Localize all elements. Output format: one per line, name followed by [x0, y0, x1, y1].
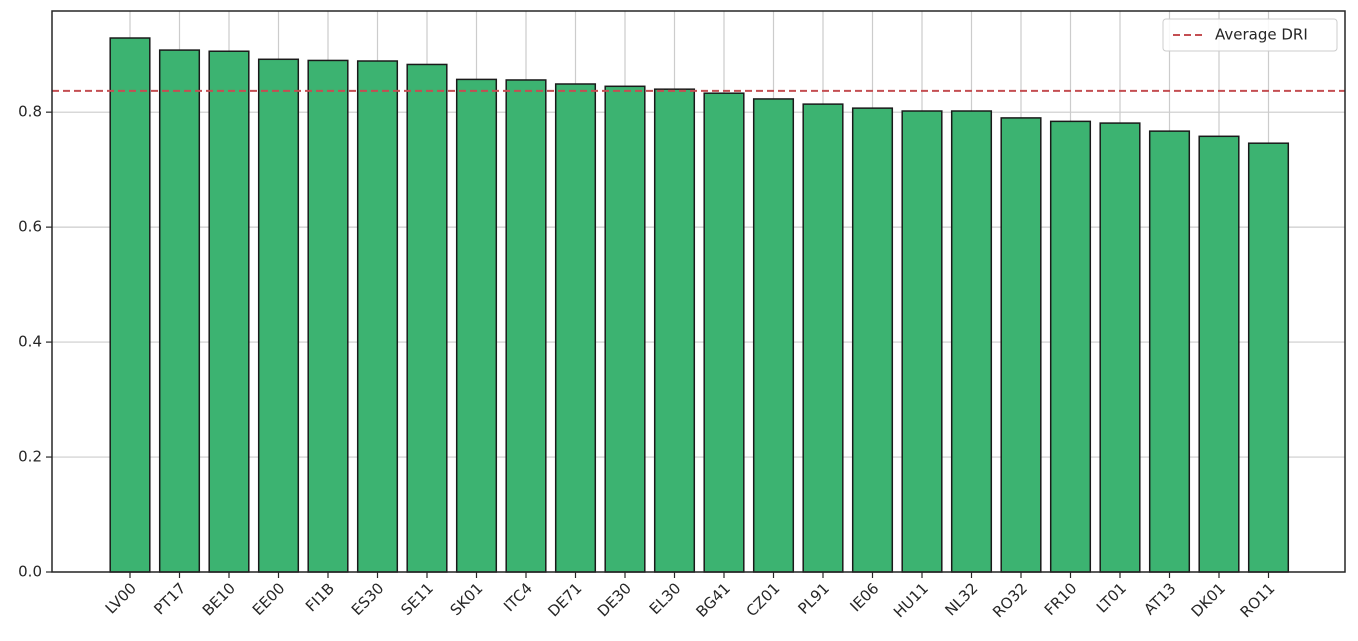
bar	[604, 85, 646, 573]
bar	[851, 107, 894, 573]
bar	[307, 59, 349, 573]
x-tick-label: LV00	[102, 579, 140, 617]
x-tick-label: AT13	[1140, 579, 1179, 618]
bar	[1148, 130, 1191, 573]
x-tick-label: EL30	[646, 579, 685, 618]
bar	[1049, 120, 1092, 573]
bar	[554, 83, 597, 573]
bar	[653, 88, 696, 573]
bar	[1000, 117, 1042, 573]
bar	[257, 58, 300, 573]
x-tick-label: BE10	[199, 579, 239, 619]
x-tick-label: PL91	[794, 579, 833, 618]
x-tick-label: RO32	[989, 579, 1031, 621]
x-tick-label: PT17	[150, 579, 189, 618]
x-tick-label: IE06	[846, 579, 882, 615]
bar	[455, 78, 498, 573]
bar	[752, 98, 795, 573]
x-tick-label: FR10	[1041, 579, 1081, 619]
x-tick-label: HU11	[890, 579, 932, 621]
y-tick-label: 0.4	[18, 333, 42, 351]
bar	[901, 110, 943, 573]
x-tick-label: DE71	[544, 579, 585, 620]
bar	[109, 37, 151, 573]
x-tick-label: DK01	[1188, 579, 1229, 620]
bar	[406, 63, 448, 573]
x-tick-label: NL32	[941, 579, 981, 619]
x-tick-label: LT01	[1093, 579, 1130, 616]
bar	[208, 50, 250, 573]
legend-label: Average DRI	[1215, 26, 1308, 44]
x-tick-label: FI1B	[302, 579, 338, 615]
x-tick-label: ES30	[348, 579, 388, 619]
x-tick-label: SE11	[397, 579, 437, 619]
bar	[950, 110, 993, 573]
x-tick-label: DE30	[594, 579, 635, 620]
x-tick-label: SK01	[447, 579, 487, 619]
x-tick-label: EE00	[249, 579, 289, 619]
x-tick-label: RO11	[1237, 579, 1279, 621]
bar	[356, 60, 399, 573]
y-tick-label: 0.0	[18, 563, 42, 581]
bar	[703, 92, 745, 573]
bar	[158, 49, 201, 573]
bar	[505, 79, 547, 573]
bar	[802, 103, 844, 573]
y-tick-label: 0.8	[18, 103, 42, 121]
bar	[1198, 135, 1240, 573]
legend-box	[1162, 18, 1338, 52]
plot-frame	[51, 10, 1346, 573]
y-tick-label: 0.2	[18, 448, 42, 466]
x-tick-label: BG41	[692, 579, 734, 621]
x-tick-label: CZ01	[743, 579, 784, 620]
x-tick-label: ITC4	[500, 579, 536, 615]
y-tick-label: 0.6	[18, 218, 42, 236]
bar	[1099, 122, 1141, 573]
bar	[1247, 142, 1290, 573]
